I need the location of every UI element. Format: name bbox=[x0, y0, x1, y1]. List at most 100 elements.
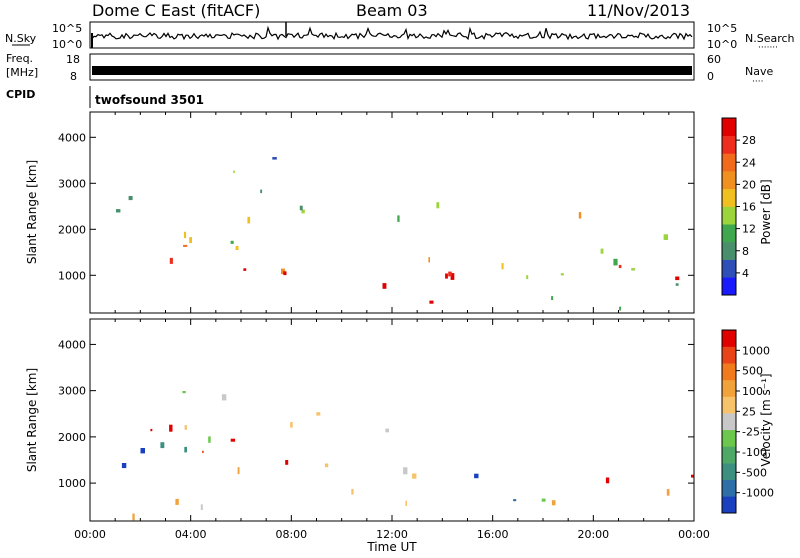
time-axis-label: Time UT bbox=[366, 540, 417, 554]
power-cell bbox=[551, 296, 554, 300]
beam-title: Beam 03 bbox=[356, 1, 428, 20]
velocity-colorbar-frame bbox=[721, 329, 737, 514]
velocity-cell bbox=[412, 473, 417, 479]
power-cell bbox=[382, 283, 387, 289]
power-cell bbox=[397, 215, 400, 222]
date-title: 11/Nov/2013 bbox=[587, 1, 690, 20]
nsky-trace bbox=[91, 22, 693, 48]
time-tick-label: 00:00 bbox=[678, 528, 710, 541]
power-colorbar-segment bbox=[722, 135, 736, 154]
velocity-ytick-label: 2000 bbox=[58, 431, 86, 444]
velocity-panel: 1000 2000 3000 4000 Slant Range [km] 1000 50… bbox=[25, 318, 774, 522]
power-panel-frame bbox=[89, 111, 695, 314]
power-ytick-label: 2000 bbox=[58, 223, 86, 236]
power-cell bbox=[578, 212, 582, 219]
power-ylabel: Slant Range [km] bbox=[25, 160, 39, 264]
velocity-cell bbox=[351, 488, 354, 495]
velocity-colorbar: 1000 500 100 25 -25 -100 -500 -1000 bbox=[721, 329, 774, 514]
velocity-cell bbox=[551, 500, 556, 506]
velocity-cell bbox=[316, 412, 321, 416]
velocity-cell bbox=[474, 473, 479, 479]
power-colorbar-segment bbox=[722, 118, 736, 136]
nsky-panel-frame bbox=[89, 21, 695, 49]
power-cell bbox=[675, 283, 679, 286]
power-cell bbox=[663, 234, 668, 240]
velocity-cell bbox=[666, 489, 670, 496]
time-axis-tick-labels: 00:00 04:00 08:00 12:00 16:00 20:00 00:00 bbox=[74, 528, 710, 541]
power-cell bbox=[260, 189, 263, 194]
power-cell bbox=[428, 257, 430, 263]
velocity-cell bbox=[140, 448, 145, 454]
velocity-cell bbox=[169, 424, 173, 432]
nave-tick-bottom: 0 bbox=[707, 70, 714, 83]
velocity-cell bbox=[237, 467, 240, 475]
time-tick-label: 04:00 bbox=[175, 528, 207, 541]
velocity-cell bbox=[221, 394, 227, 401]
velocity-cell bbox=[385, 428, 389, 433]
power-cell bbox=[619, 306, 621, 311]
power-colorbar-segment bbox=[722, 241, 736, 260]
velocity-ytick-label: 4000 bbox=[58, 338, 86, 351]
freq-tick-top: 18 bbox=[66, 53, 80, 66]
power-colorbar-tick-label: 28 bbox=[742, 134, 756, 147]
velocity-colorbar-tick-label: 1000 bbox=[742, 344, 770, 357]
time-tick-label: 16:00 bbox=[477, 528, 509, 541]
velocity-colorbar-segment bbox=[722, 429, 736, 447]
nsky-noise-line bbox=[91, 25, 693, 41]
power-colorbar-tick-label: 8 bbox=[742, 245, 749, 258]
velocity-cell bbox=[175, 498, 179, 505]
power-cell bbox=[675, 276, 680, 281]
power-x-ticks bbox=[89, 112, 695, 313]
freq-tick-bottom: 8 bbox=[70, 70, 77, 83]
time-tick-label: 08:00 bbox=[275, 528, 307, 541]
nsearch-label: N.Search bbox=[745, 32, 795, 45]
power-cell bbox=[445, 273, 448, 279]
station-title: Dome C East (fitACF) bbox=[92, 1, 260, 20]
power-cell bbox=[501, 263, 504, 270]
power-ytick-label: 3000 bbox=[58, 177, 86, 190]
power-cell bbox=[618, 264, 622, 269]
velocity-colorbar-segment bbox=[722, 496, 736, 514]
nsearch-tick-top: 10^5 bbox=[707, 22, 737, 35]
velocity-cell bbox=[182, 391, 186, 394]
velocity-ylabel: Slant Range [km] bbox=[25, 368, 39, 472]
power-colorbar-tick-label: 12 bbox=[742, 223, 756, 236]
velocity-cell bbox=[160, 442, 165, 449]
power-cell bbox=[128, 196, 133, 201]
velocity-ytick-label: 1000 bbox=[58, 477, 86, 490]
velocity-cell bbox=[324, 463, 329, 468]
velocity-colorbar-tick-label: -25 bbox=[742, 426, 760, 439]
velocity-colorbar-tick-label: -1000 bbox=[742, 487, 774, 500]
power-colorbar-segment bbox=[722, 153, 736, 172]
velocity-panel-frame bbox=[89, 318, 695, 522]
power-cell bbox=[169, 257, 173, 264]
velocity-colorbar-tick-label: -500 bbox=[742, 466, 767, 479]
power-colorbar-tick-label: 20 bbox=[742, 178, 756, 191]
nave-label: Nave bbox=[745, 65, 773, 78]
time-tick-label: 20:00 bbox=[577, 528, 609, 541]
power-cell bbox=[247, 216, 251, 224]
velocity-colorbar-tick-label: 500 bbox=[742, 365, 763, 378]
power-colorbar-tick-label: 24 bbox=[742, 156, 756, 169]
velocity-cell bbox=[403, 467, 408, 475]
power-ytick-label: 4000 bbox=[58, 131, 86, 144]
velocity-cell bbox=[150, 428, 153, 432]
power-cell bbox=[281, 268, 285, 275]
power-scatter-cells bbox=[116, 157, 680, 311]
power-cell bbox=[283, 271, 287, 276]
cpid-label: CPID bbox=[6, 88, 35, 101]
freq-panel-frame bbox=[89, 53, 695, 81]
power-cell bbox=[631, 268, 636, 271]
velocity-cell bbox=[132, 513, 135, 521]
power-y-ticks: 1000 2000 3000 4000 bbox=[58, 131, 694, 282]
velocity-cell bbox=[184, 425, 187, 430]
velocity-colorbar-tick-label: -100 bbox=[742, 446, 767, 459]
frequency-trace bbox=[92, 66, 692, 75]
velocity-cell bbox=[541, 498, 546, 502]
velocity-scatter-cells bbox=[121, 391, 694, 521]
power-cell bbox=[272, 157, 277, 160]
power-cell bbox=[600, 248, 604, 254]
velocity-colorbar-segment bbox=[722, 446, 736, 464]
velocity-colorbar-segment bbox=[722, 396, 736, 414]
